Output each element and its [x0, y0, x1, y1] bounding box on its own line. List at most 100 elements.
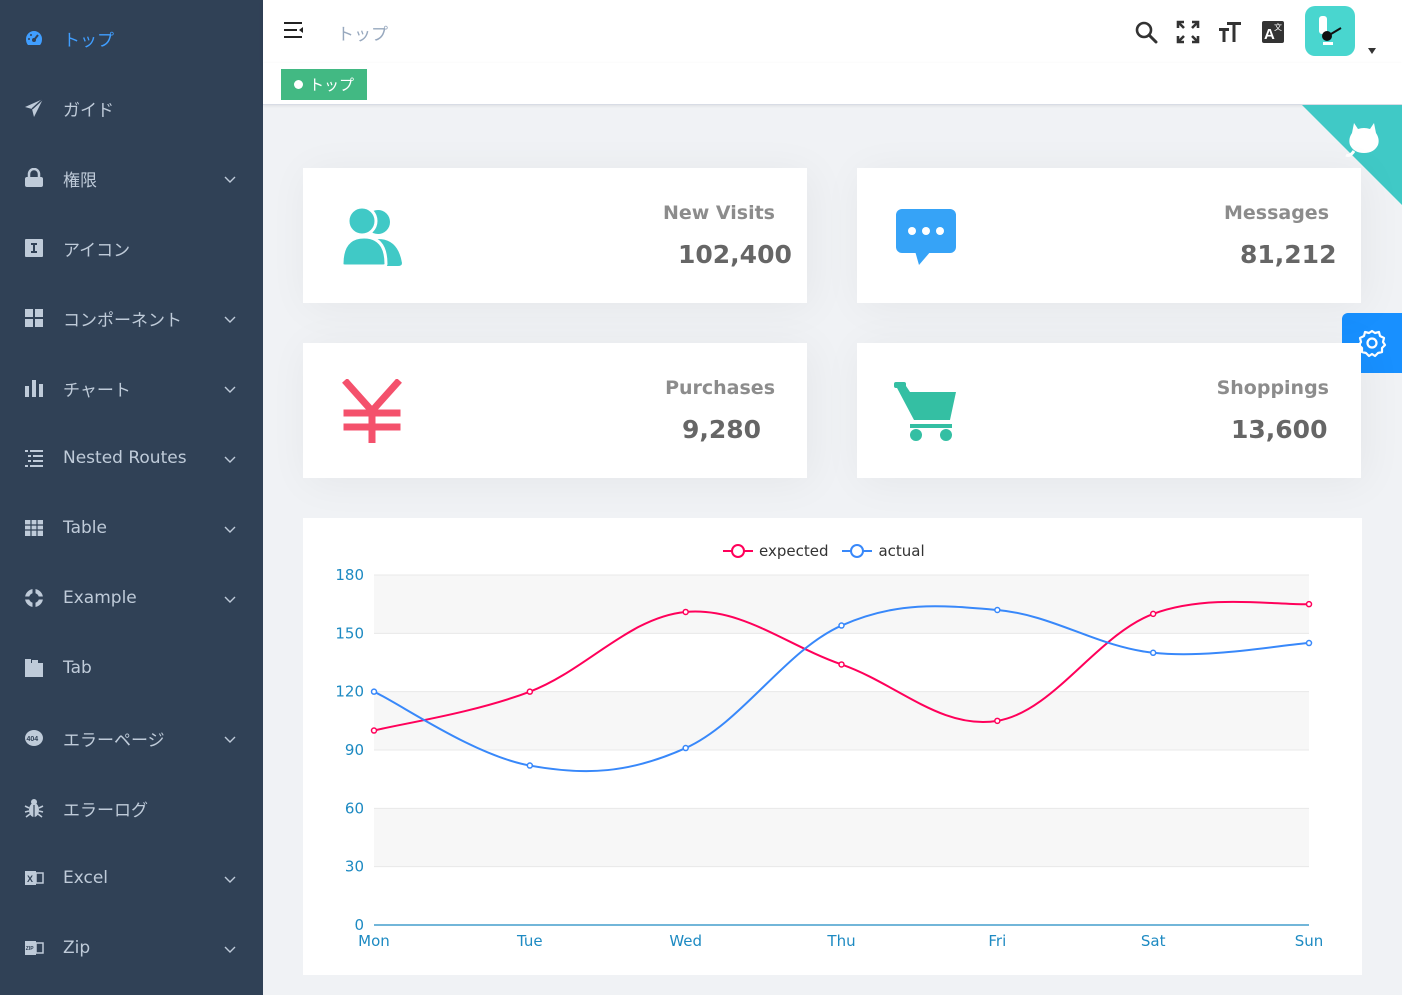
sidebar-item-label: エラーページ [63, 730, 165, 751]
sidebar-item-3[interactable]: 権限 [0, 143, 263, 213]
data-point-expected [994, 717, 1001, 725]
grid-band [374, 808, 1309, 867]
svg-text:X: X [27, 874, 33, 884]
data-point-actual [526, 762, 534, 769]
sidebar-item-label: トップ [63, 30, 114, 51]
sidebar-item-11[interactable]: 404 エラーページ [0, 703, 263, 773]
sidebar: トップガイド権限アイコンコンポーネントチャート Nested Routes Tabl… [0, 0, 263, 995]
legend-label: actual [878, 542, 925, 560]
y-tick-label: 90 [345, 741, 364, 759]
panel-new-visits[interactable]: New Visits 102,400 [303, 168, 807, 303]
sidebar-item-12[interactable]: エラーログ [0, 773, 263, 843]
chevron-down-icon[interactable] [223, 521, 237, 535]
legend-marker-expected [723, 544, 753, 558]
panel-purchases[interactable]: Purchases 9,280 [303, 343, 807, 478]
sidebar-item-4[interactable]: アイコン [0, 213, 263, 283]
paper-plane-icon [24, 98, 44, 118]
svg-text:ZIP: ZIP [26, 946, 34, 952]
panel-title: Messages [1223, 202, 1329, 224]
chevron-down-icon[interactable] [223, 871, 237, 885]
gear-icon [1357, 329, 1387, 358]
sidebar-item-6[interactable]: チャート [0, 353, 263, 423]
yen-icon [337, 376, 407, 446]
sidebar-item-10[interactable]: Tab [0, 633, 263, 703]
sidebar-item-label: Excel [63, 868, 109, 888]
sidebar-item-label: Example [63, 588, 137, 608]
line-chart: 0 30 60 90 120 150 180 Mon Tue Wed Thu Fri Sat Sun ex… [303, 518, 1362, 975]
x-tick-label: Wed [669, 932, 702, 950]
avatar[interactable] [1305, 6, 1355, 56]
data-point-actual [1149, 649, 1157, 657]
chevron-down-icon[interactable] [223, 381, 237, 395]
svg-text:A: A [1264, 26, 1275, 43]
sidebar-item-5[interactable]: コンポーネント [0, 283, 263, 353]
legend-marker-actual [842, 544, 873, 558]
sidebar-item-label: Table [63, 518, 107, 538]
sidebar-item-label: チャート [63, 380, 131, 401]
chevron-down-icon[interactable] [223, 171, 237, 185]
chart-legend: expected actual [723, 542, 939, 560]
sidebar-item-8[interactable]: Table [0, 493, 263, 563]
tag-label: トップ [309, 76, 355, 94]
search-icon[interactable] [1133, 19, 1159, 45]
bug-icon [24, 798, 44, 818]
sidebar-item-label: Nested Routes [63, 448, 187, 468]
y-tick-label: 120 [335, 683, 364, 701]
sidebar-item-7[interactable]: Nested Routes [0, 423, 263, 493]
sidebar-item-label: アイコン [63, 240, 131, 261]
x-tick-label: Tue [516, 932, 543, 950]
panel-title: Shoppings [1216, 377, 1329, 399]
chevron-down-icon[interactable] [223, 591, 237, 605]
bar-chart-icon [24, 378, 44, 398]
svg-text:文: 文 [1274, 22, 1282, 32]
sidebar-item-label: Zip [63, 938, 91, 958]
grid-band [374, 691, 1309, 750]
breadcrumb: トップ [337, 25, 388, 45]
panel-value: 9,280 [682, 415, 762, 444]
lock-icon [24, 168, 44, 188]
panel-shoppings[interactable]: Shoppings 13,600 [857, 343, 1361, 478]
dashboard-icon [24, 28, 44, 48]
sidebar-item-1[interactable]: トップ [0, 3, 263, 73]
svg-text:404: 404 [27, 736, 39, 743]
grid-band [374, 866, 1309, 925]
tags-view: トップ [263, 63, 1402, 105]
data-point-actual [1305, 639, 1313, 647]
panel-title: New Visits [662, 202, 775, 224]
text-size-icon[interactable] [1217, 19, 1243, 45]
sidebar-item-label: 権限 [63, 170, 97, 191]
legend-label: expected [759, 542, 829, 560]
hamburger-icon[interactable] [283, 19, 305, 41]
panel-value: 102,400 [678, 240, 792, 269]
sidebar-item-label: エラーログ [63, 800, 148, 821]
panel-value: 81,212 [1240, 240, 1337, 269]
legend-item-actual[interactable]: actual [842, 542, 925, 560]
data-point-actual [370, 688, 378, 695]
x-tick-label: Sun [1295, 932, 1324, 950]
sidebar-item-2[interactable]: ガイド [0, 73, 263, 143]
fullscreen-icon[interactable] [1175, 19, 1201, 45]
chevron-down-icon[interactable] [223, 451, 237, 465]
chevron-down-icon[interactable] [223, 731, 237, 745]
sidebar-item-9[interactable]: Example [0, 563, 263, 633]
data-point-expected [1305, 600, 1313, 608]
sidebar-item-13[interactable]: X Excel [0, 843, 263, 913]
x-tick-label: Fri [988, 932, 1006, 950]
chevron-down-icon[interactable] [223, 941, 237, 955]
tag-top[interactable]: トップ [281, 69, 368, 100]
data-point-actual [994, 606, 1001, 614]
example-lifebuoy-icon [24, 588, 44, 608]
navbar: トップ A 文 [263, 0, 1402, 63]
error-404-icon: 404 [24, 728, 44, 748]
chevron-down-icon[interactable] [223, 311, 237, 325]
sidebar-item-label: ガイド [63, 100, 114, 121]
caret-down-icon[interactable] [1367, 40, 1377, 54]
github-corner-icon[interactable] [1302, 105, 1402, 205]
panel-messages[interactable]: Messages 81,212 [857, 168, 1361, 303]
legend-item-expected[interactable]: expected [723, 542, 828, 560]
sidebar-item-14[interactable]: ZIP Zip [0, 913, 263, 983]
x-tick-label: Thu [826, 932, 855, 950]
tab-icon [24, 658, 44, 678]
translate-icon[interactable]: A 文 [1260, 19, 1286, 45]
data-point-expected [682, 608, 689, 616]
